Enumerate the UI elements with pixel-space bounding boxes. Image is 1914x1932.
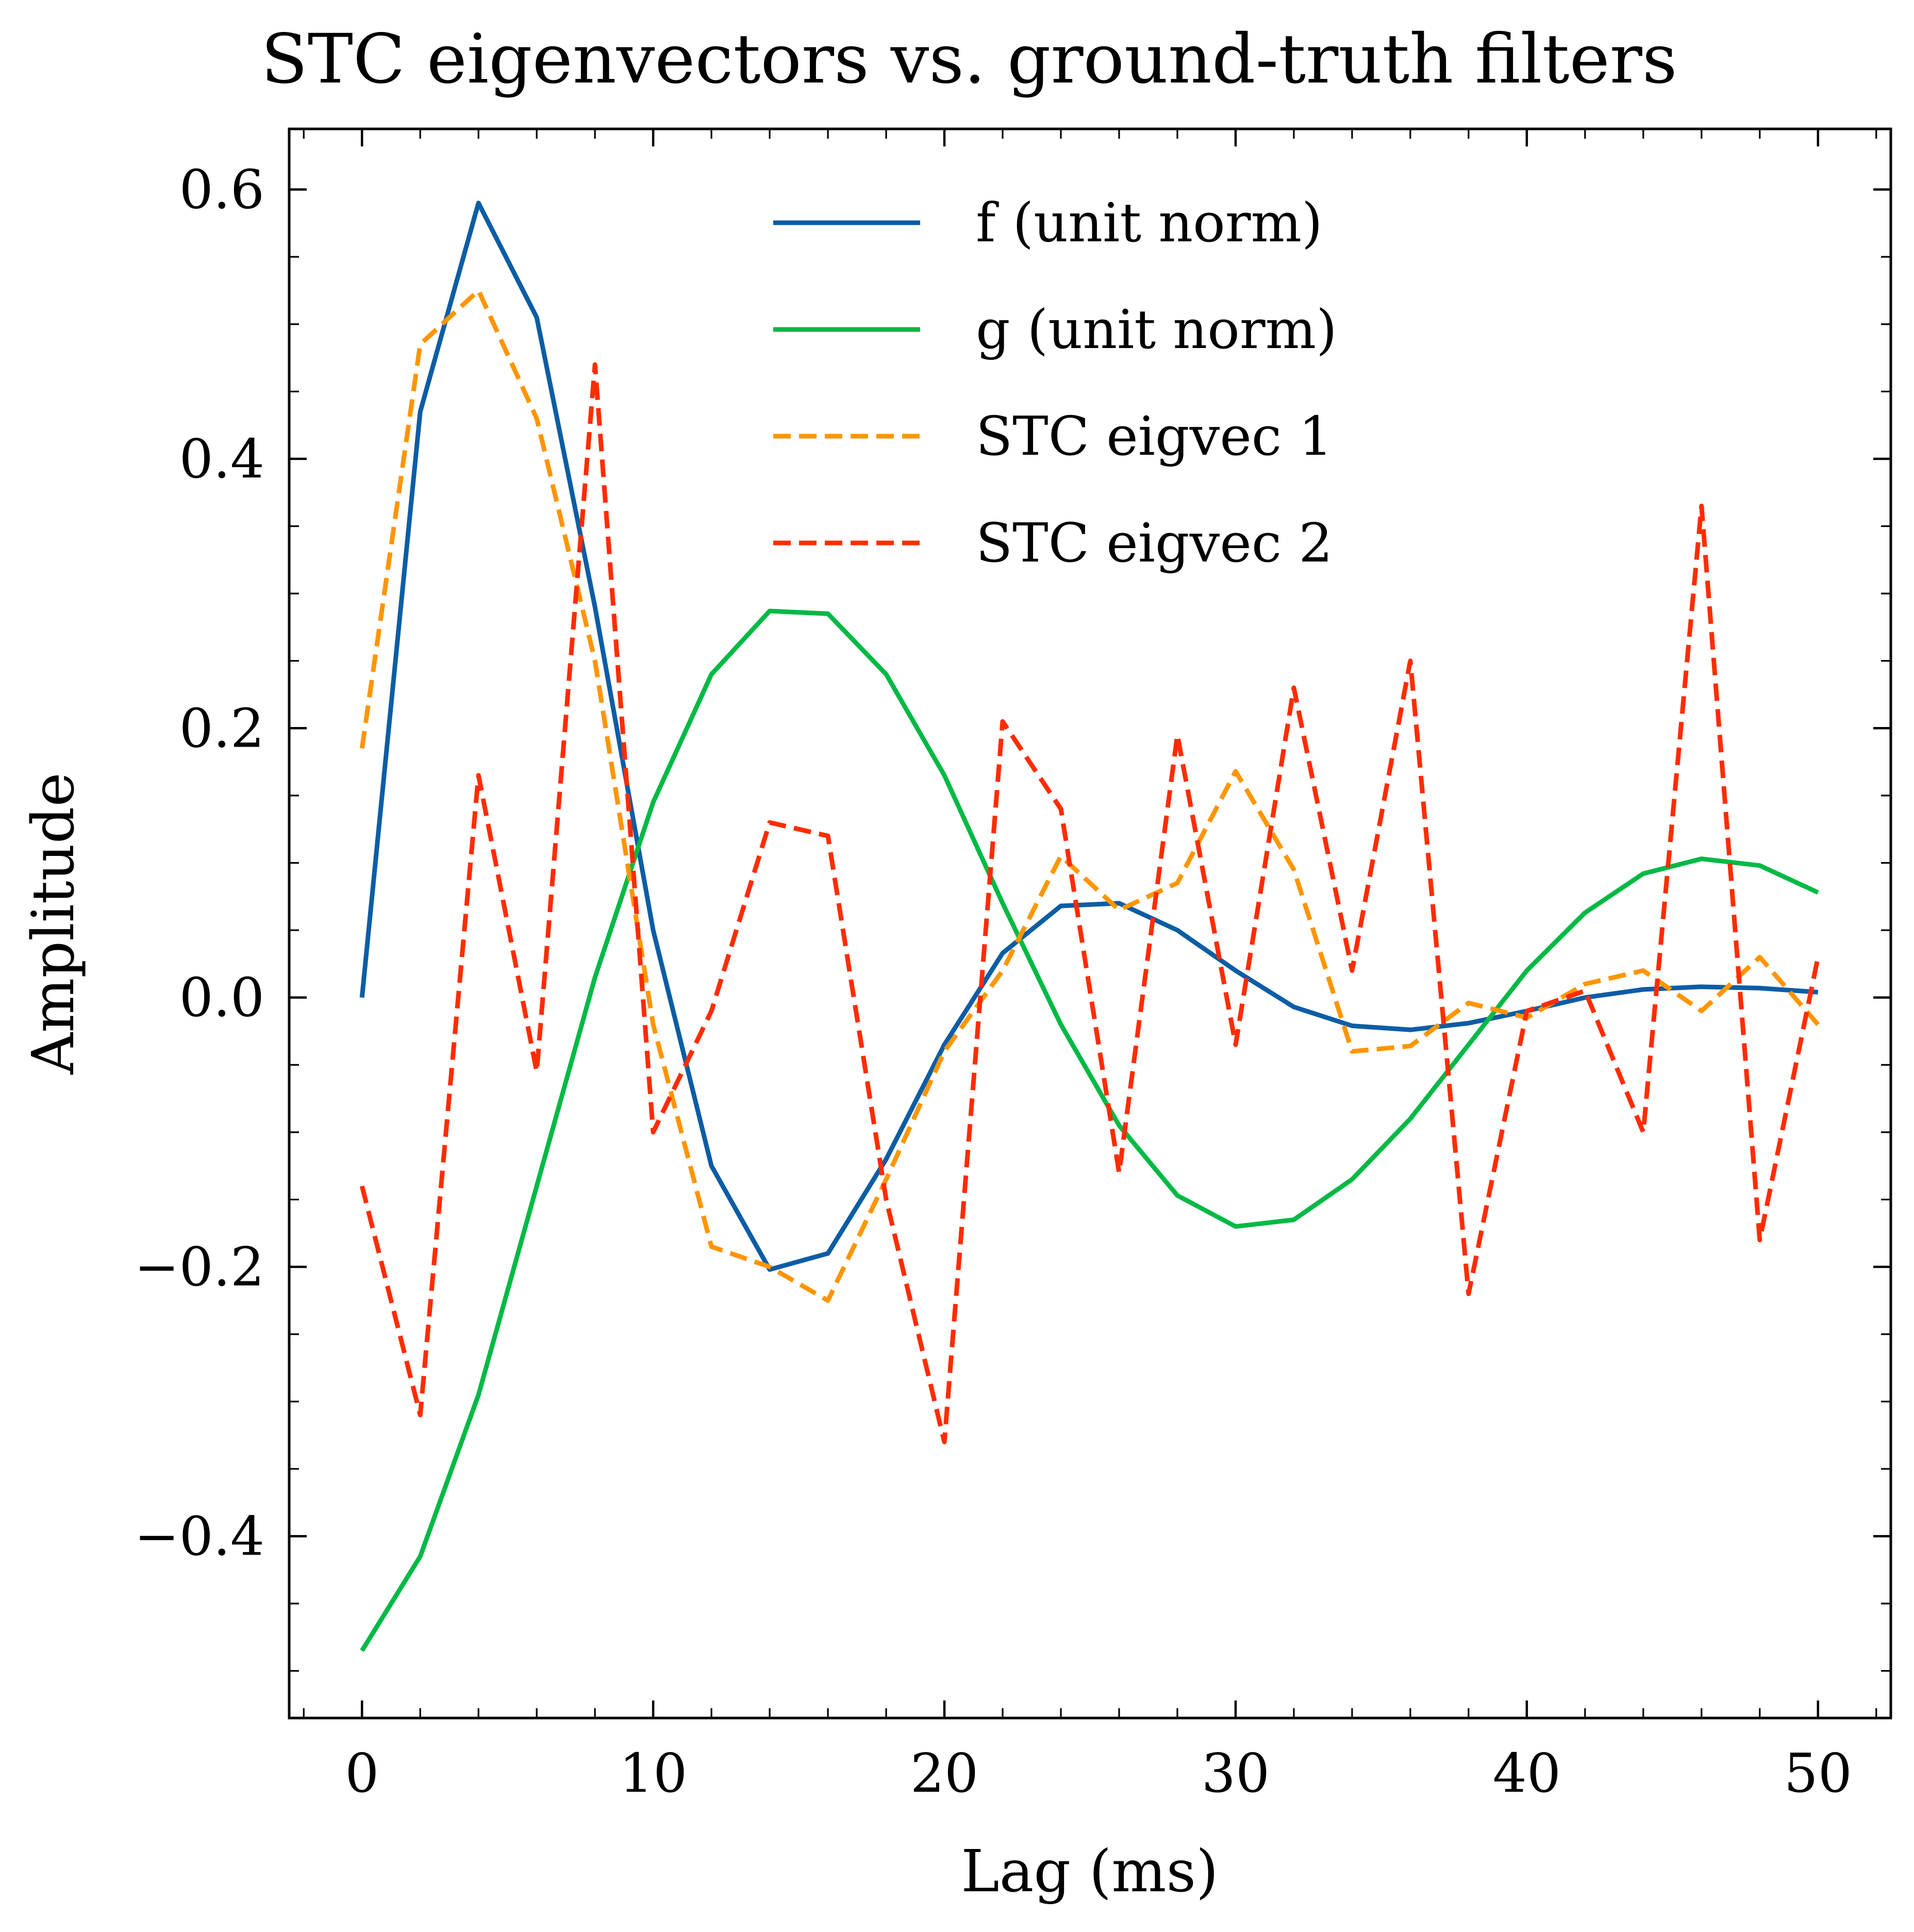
legend: f (unit norm) g (unit norm) STC eigvec 1 ST… bbox=[773, 191, 1337, 574]
y-tick-label: 0.2 bbox=[179, 697, 264, 759]
x-tick-label: 10 bbox=[619, 1742, 687, 1805]
plot-area: 0 10 20 30 40 50 −0.4 −0.2 0.0 0.2 0.4 0.6 bbox=[134, 127, 1892, 1805]
x-axis-label: Lag (ms) bbox=[961, 1838, 1219, 1905]
y-tick-label: 0.4 bbox=[179, 427, 264, 490]
series-line-f-unit-norm bbox=[359, 201, 1819, 1272]
y-axis-label: Amplitude bbox=[20, 772, 87, 1075]
series-line-g-unit-norm bbox=[360, 608, 1819, 1652]
axes-frame bbox=[288, 127, 1892, 1720]
x-tick-label: 30 bbox=[1202, 1742, 1270, 1805]
y-tick-label: 0.6 bbox=[179, 158, 264, 221]
x-tick-label: 40 bbox=[1493, 1742, 1561, 1805]
series-line-stc-eigvec-1 bbox=[359, 288, 1820, 1303]
legend-label-g-unit-norm: g (unit norm) bbox=[976, 298, 1337, 361]
legend-label-stc-eigvec-2: STC eigvec 2 bbox=[976, 511, 1333, 574]
tick-layer: 0 10 20 30 40 50 −0.4 −0.2 0.0 0.2 0.4 0.6 bbox=[134, 129, 1891, 1805]
x-tick-label: 0 bbox=[345, 1742, 379, 1805]
x-tick-label: 20 bbox=[910, 1742, 978, 1805]
y-tick-label: 0.0 bbox=[179, 966, 264, 1029]
legend-label-f-unit-norm: f (unit norm) bbox=[976, 191, 1323, 254]
y-tick-label: −0.4 bbox=[134, 1505, 264, 1567]
x-tick-label: 50 bbox=[1784, 1742, 1852, 1805]
chart-title: STC eigenvectors vs. ground-truth filter… bbox=[261, 20, 1677, 99]
y-tick-label: −0.2 bbox=[134, 1235, 264, 1298]
series-line-stc-eigvec-2 bbox=[359, 362, 1821, 1445]
legend-label-stc-eigvec-1: STC eigvec 1 bbox=[976, 405, 1333, 468]
series-layer bbox=[359, 201, 1821, 1652]
